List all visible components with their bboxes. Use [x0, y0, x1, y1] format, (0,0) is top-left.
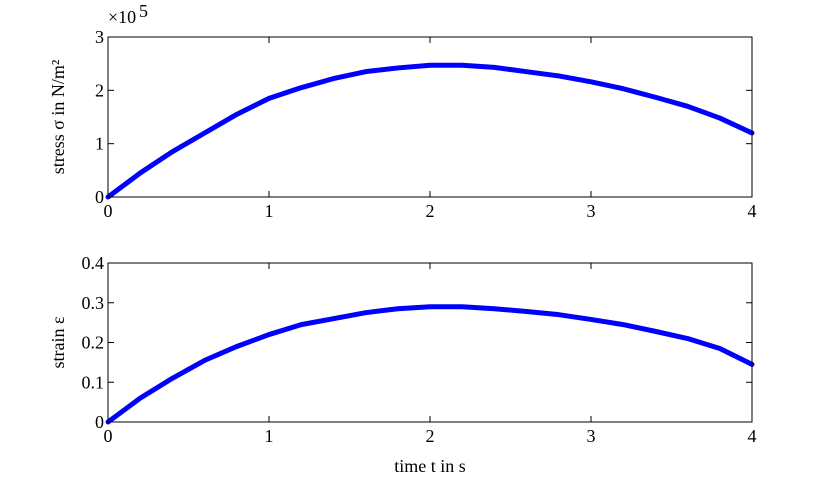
x-tick-label: 3 [587, 201, 596, 221]
y-tick-label: 3 [95, 27, 104, 47]
x-tick-label: 0 [104, 426, 113, 446]
x-tick-label: 0 [104, 201, 113, 221]
y-axis-label: strain ε [48, 316, 68, 368]
x-axis-label: time t in s [394, 456, 466, 476]
y-axis-label: stress σ in N/m² [48, 60, 68, 175]
y-tick-label: 0.2 [82, 333, 105, 353]
y-tick-label: 2 [95, 80, 104, 100]
y-tick-label: 0.3 [82, 293, 105, 313]
axes-background [108, 37, 752, 197]
x-tick-label: 2 [426, 201, 435, 221]
y-tick-label: 1 [95, 134, 104, 154]
x-tick-label: 2 [426, 426, 435, 446]
x-tick-label: 4 [748, 426, 757, 446]
y-tick-label: 0 [95, 412, 104, 432]
y-multiplier: ×10 [108, 7, 136, 27]
y-tick-label: 0 [95, 187, 104, 207]
x-tick-label: 3 [587, 426, 596, 446]
x-tick-label: 4 [748, 201, 757, 221]
x-tick-label: 1 [265, 201, 274, 221]
axes-background [108, 263, 752, 422]
y-tick-label: 0.1 [82, 372, 105, 392]
data-line [105, 62, 755, 200]
data-line [105, 304, 755, 425]
y-tick-label: 0.4 [82, 253, 105, 273]
y-multiplier-exponent: 5 [139, 1, 148, 21]
x-tick-label: 1 [265, 426, 274, 446]
